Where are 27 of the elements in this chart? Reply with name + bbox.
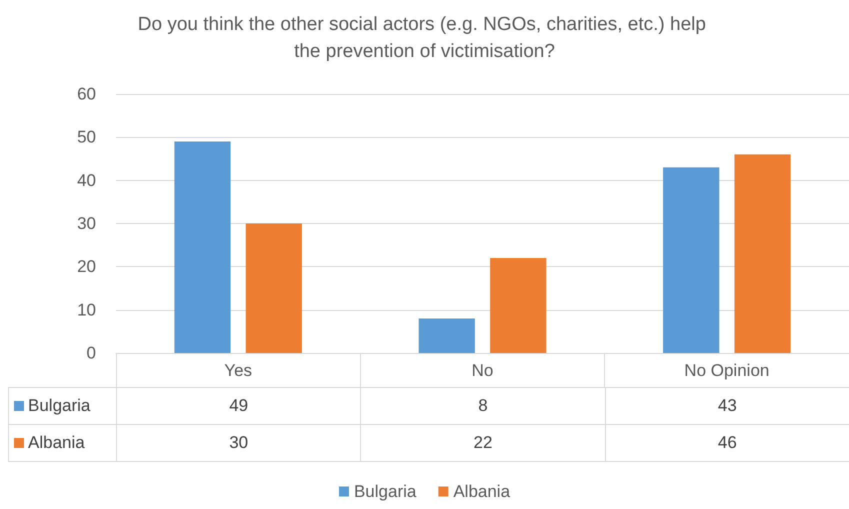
text: Bulgaria [354, 482, 416, 501]
x-tick-label: No [472, 361, 494, 380]
data-label: 30 [116, 424, 361, 462]
data-label: 8 [360, 388, 606, 424]
y-tick-label: 60 [77, 84, 96, 104]
x-tick-label: No Opinion [684, 361, 770, 380]
y-tick-label: 50 [77, 128, 96, 147]
bar [174, 141, 231, 353]
legend-label: Albania [453, 482, 511, 501]
y-tick-label: 20 [77, 257, 96, 276]
bar [734, 154, 791, 353]
bar [663, 167, 720, 353]
text: Albania [28, 433, 85, 452]
y-tick-label: 30 [77, 214, 96, 233]
y-tick-label: 10 [77, 300, 96, 320]
data-label: 22 [360, 424, 606, 462]
y-tick-label: 0 [86, 344, 96, 362]
bar [490, 258, 546, 353]
data-label: 46 [605, 424, 849, 462]
y-tick-label: 40 [77, 170, 96, 190]
data-label: 43 [605, 388, 849, 424]
bar [246, 224, 302, 353]
x-tick-label: Yes [224, 361, 252, 380]
data-label: 49 [116, 388, 361, 424]
chart-title: Do you think the other social actors (e.g. NGOs, charities, etc.) help the prevention of victimisation? [138, 14, 712, 62]
bar [418, 318, 475, 353]
legend-label: Bulgaria [8, 388, 116, 424]
